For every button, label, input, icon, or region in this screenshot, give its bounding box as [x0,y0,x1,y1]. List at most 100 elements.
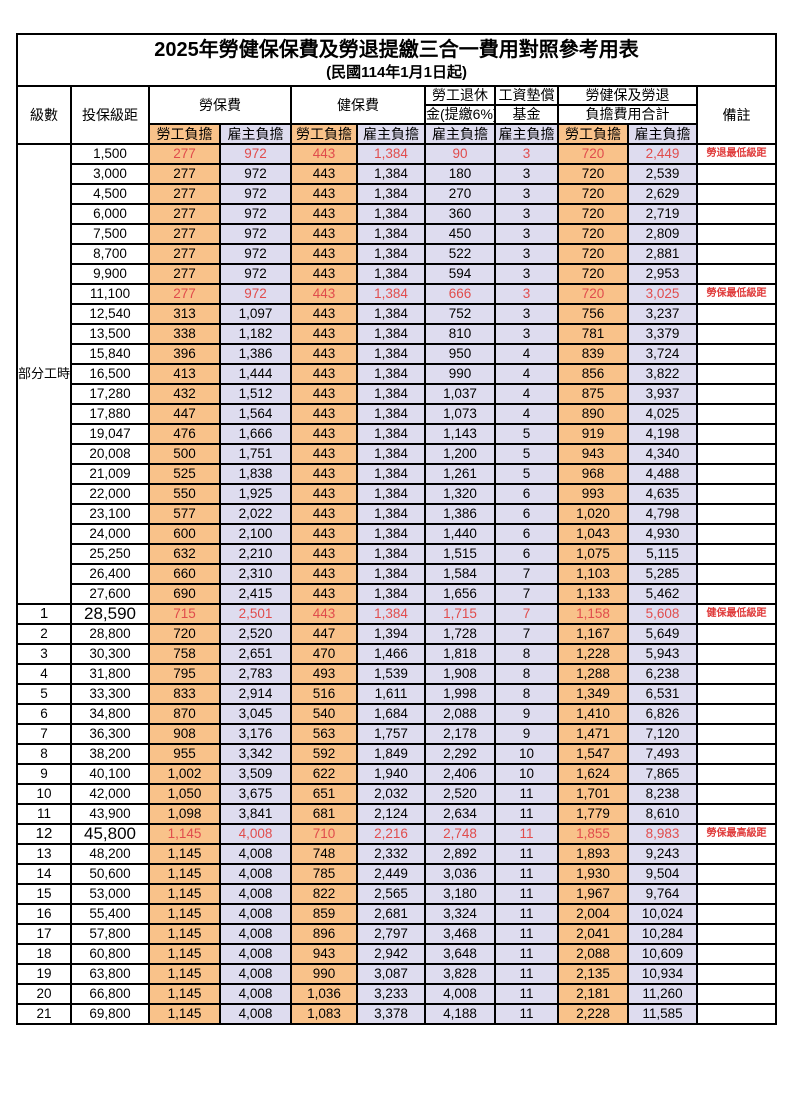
labor-employee-cell: 1,145 [148,843,221,865]
health-employer-cell: 2,942 [356,943,426,965]
total-employee-cell: 1,701 [557,783,629,805]
health-employee-cell: 443 [290,423,358,445]
labor-employee-cell: 600 [148,523,221,545]
table-row: 10 42,000 1,050 3,675 651 2,032 2,520 11 1,701 8,… [16,783,778,805]
labor-employee-cell: 1,145 [148,883,221,905]
remark-cell: 勞保最低級距 [695,283,778,305]
health-employer-cell: 1,384 [356,243,426,265]
level-cell: 6 [16,703,72,725]
bracket-cell: 31,800 [70,663,150,685]
total-employer-cell: 8,983 [627,823,698,845]
fund-employer-cell: 4 [494,383,559,405]
pension-employer-cell: 594 [424,263,496,285]
pension-employer-cell: 1,584 [424,563,496,585]
pension-employer-cell: 1,320 [424,483,496,505]
labor-employer-cell: 1,751 [219,443,292,465]
labor-employee-cell: 1,050 [148,783,221,805]
remark-cell: 勞退最低級距 [695,143,778,165]
health-employee-cell: 896 [290,923,358,945]
labor-employer-cell: 2,100 [219,523,292,545]
health-employer-cell: 1,384 [356,523,426,545]
labor-employer-cell: 2,651 [219,643,292,665]
total-employee-cell: 856 [557,363,629,385]
pension-employer-cell: 2,634 [424,803,496,825]
health-employee-cell: 651 [290,783,358,805]
labor-employer-cell: 4,008 [219,883,292,905]
bracket-cell: 43,900 [70,803,150,825]
pension-employer-cell: 2,088 [424,703,496,725]
remark-cell [695,783,778,805]
health-employee-cell: 470 [290,643,358,665]
health-employer-cell: 1,384 [356,343,426,365]
remark-cell [695,403,778,425]
total-employee-cell: 2,088 [557,943,629,965]
remark-cell [695,263,778,285]
total-employee-cell: 1,288 [557,663,629,685]
subheader-total-employer: 雇主負擔 [627,123,698,145]
labor-employer-cell: 1,097 [219,303,292,325]
subheader-fund-employer: 雇主負擔 [494,123,559,145]
total-employer-cell: 5,462 [627,583,698,605]
total-employee-cell: 781 [557,323,629,345]
table-row: 21 69,800 1,145 4,008 1,083 3,378 4,188 11 2,228… [16,1003,778,1025]
health-employer-cell: 1,757 [356,723,426,745]
total-employee-cell: 720 [557,183,629,205]
total-employee-cell: 1,410 [557,703,629,725]
total-employer-cell: 8,238 [627,783,698,805]
labor-employee-cell: 955 [148,743,221,765]
fund-employer-cell: 10 [494,743,559,765]
health-employer-cell: 1,384 [356,603,426,625]
total-employer-cell: 2,719 [627,203,698,225]
bracket-cell: 11,100 [70,283,150,305]
health-employer-cell: 1,384 [356,383,426,405]
table-row: 18 60,800 1,145 4,008 943 2,942 3,648 11 2,088 10… [16,943,778,965]
pension-employer-cell: 810 [424,323,496,345]
bracket-cell: 60,800 [70,943,150,965]
table-row: 15 53,000 1,145 4,008 822 2,565 3,180 11 1,967 9,… [16,883,778,905]
total-employee-cell: 1,349 [557,683,629,705]
health-employer-cell: 1,849 [356,743,426,765]
labor-employee-cell: 1,145 [148,983,221,1005]
remark-cell [695,243,778,265]
table-row: 9,900 277 972 443 1,384 594 3 720 2,953 [17,263,778,285]
total-employer-cell: 5,649 [627,623,698,645]
table-row: 13,500 338 1,182 443 1,384 810 3 781 3,379 [17,323,778,345]
labor-employee-cell: 758 [148,643,221,665]
labor-employee-cell: 577 [148,503,221,525]
level-cell: 7 [16,723,72,745]
total-employer-cell: 9,764 [627,883,698,905]
remark-cell [695,483,778,505]
bracket-cell: 55,400 [70,903,150,925]
total-employee-cell: 756 [557,303,629,325]
remark-cell [695,863,778,885]
labor-employee-cell: 660 [148,563,221,585]
pension-employer-cell: 1,728 [424,623,496,645]
health-employer-cell: 1,384 [356,143,426,165]
total-employee-cell: 720 [557,223,629,245]
total-employer-cell: 6,531 [627,683,698,705]
labor-employee-cell: 447 [148,403,221,425]
remark-cell: 健保最低級距 [695,603,778,625]
total-employer-cell: 5,608 [627,603,698,625]
labor-employee-cell: 1,145 [148,1003,221,1025]
total-employee-cell: 1,228 [557,643,629,665]
page-title: 2025年勞健保保費及勞退提繳三合一費用對照參考用表 [154,39,639,61]
bracket-cell: 36,300 [70,723,150,745]
health-employee-cell: 493 [290,663,358,685]
fund-employer-cell: 11 [494,843,559,865]
pension-employer-cell: 1,037 [424,383,496,405]
remark-cell [695,983,778,1005]
pension-employer-cell: 2,178 [424,723,496,745]
labor-employer-cell: 4,008 [219,823,292,845]
health-employee-cell: 443 [290,603,358,625]
total-employer-cell: 3,237 [627,303,698,325]
bracket-cell: 63,800 [70,963,150,985]
labor-employee-cell: 277 [148,163,221,185]
table-row: 25,250 632 2,210 443 1,384 1,515 6 1,075 5,115 [17,543,778,565]
fund-employer-cell: 6 [494,523,559,545]
table-row: 2 28,800 720 2,520 447 1,394 1,728 7 1,167 5,649 [16,623,778,645]
bracket-cell: 28,590 [70,603,150,625]
labor-employee-cell: 550 [148,483,221,505]
table-row: 5 33,300 833 2,914 516 1,611 1,998 8 1,349 6,531 [16,683,778,705]
total-employer-cell: 5,943 [627,643,698,665]
